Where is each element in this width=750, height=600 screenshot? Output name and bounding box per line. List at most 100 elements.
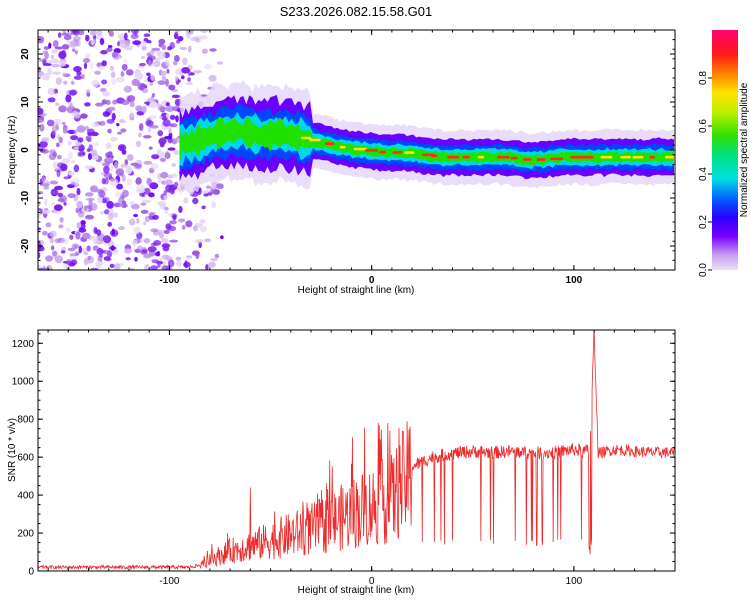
noise-blob (147, 127, 152, 133)
noise-blob (51, 125, 60, 132)
noise-blob (96, 229, 102, 236)
noise-blob (90, 267, 99, 270)
noise-blob (110, 229, 119, 237)
ridge-core-segment (522, 158, 532, 161)
noise-blob (70, 259, 78, 266)
noise-blob (167, 46, 173, 51)
noise-blob (150, 74, 155, 81)
noise-blob (210, 258, 218, 262)
noise-blob (123, 32, 128, 41)
noise-blob (149, 125, 159, 129)
noise-blob (51, 201, 56, 206)
noise-blob (159, 115, 163, 120)
noise-blob (59, 60, 67, 67)
noise-blob (110, 71, 116, 78)
noise-blob (84, 102, 91, 107)
noise-blob (157, 201, 167, 207)
noise-blob (40, 239, 44, 246)
noise-blob (108, 30, 114, 37)
noise-blob (129, 200, 135, 206)
noise-blob (138, 123, 144, 131)
noise-blob (171, 173, 178, 178)
noise-blob (129, 112, 135, 121)
noise-blob (109, 164, 114, 173)
noise-blob (75, 141, 82, 147)
noise-blob (184, 260, 188, 268)
noise-blob (124, 248, 132, 254)
noise-blob (62, 263, 70, 269)
noise-blob (159, 141, 165, 148)
noise-blob (103, 172, 113, 179)
ridge-core-segment (510, 156, 518, 160)
noise-blob (178, 205, 183, 214)
ridge-core-segment (447, 155, 460, 159)
spectrogram-ridge (179, 79, 675, 196)
noise-blob (63, 202, 67, 206)
noise-blob (194, 223, 203, 228)
noise-blob (73, 129, 78, 135)
noise-blob (174, 55, 180, 62)
noise-blob (61, 32, 68, 36)
noise-blob (137, 132, 142, 138)
noise-blob (85, 34, 90, 42)
noise-blob (63, 80, 68, 85)
ridge-core-segment (477, 155, 485, 159)
ridge-core-segment (300, 136, 312, 140)
noise-blob (145, 120, 154, 127)
noise-blob (51, 63, 60, 68)
noise-blob (109, 263, 115, 268)
noise-blob (89, 62, 94, 69)
noise-blob (173, 60, 178, 66)
noise-blob (162, 260, 167, 267)
noise-blob (100, 50, 108, 55)
noise-blob (85, 192, 94, 197)
noise-blob (49, 237, 55, 244)
noise-blob (205, 185, 212, 189)
snr-y-tick-label: 600 (17, 453, 34, 464)
noise-blob (44, 198, 48, 207)
ridge-core-segment (430, 154, 438, 158)
noise-blob (123, 85, 132, 93)
noise-blob (145, 215, 150, 223)
noise-blob (140, 250, 148, 255)
noise-blob (103, 165, 110, 174)
ridge-core-segment (649, 155, 655, 159)
noise-blob (46, 119, 55, 127)
noise-blob (161, 243, 171, 248)
noise-blob (134, 72, 144, 81)
noise-blob (38, 252, 41, 259)
spectrogram-x-axis-label: Height of straight line (km) (298, 285, 415, 296)
noise-blob (102, 249, 111, 255)
noise-blob (50, 190, 59, 195)
noise-blob (52, 40, 59, 48)
noise-blob (146, 52, 152, 57)
noise-blob (106, 47, 113, 52)
ridge-core-segment (365, 149, 378, 152)
noise-blob (187, 45, 192, 53)
noise-blob (177, 36, 184, 42)
ridge-core-segment (665, 155, 675, 159)
noise-blob (143, 187, 151, 195)
noise-blob (101, 79, 108, 85)
noise-blob (62, 121, 66, 125)
noise-blob (141, 55, 146, 59)
noise-blob (173, 150, 180, 155)
noise-blob (122, 202, 127, 209)
noise-blob (61, 44, 70, 50)
noise-blob (102, 91, 111, 97)
noise-blob (200, 30, 208, 33)
noise-blob (40, 138, 50, 142)
noise-blob (146, 72, 151, 77)
spectrogram-y-ticks: -20 -10 0 10 20 (20, 29, 675, 271)
noise-blob (94, 70, 101, 75)
noise-blob (55, 77, 63, 85)
noise-blob (73, 146, 80, 150)
noise-blob (113, 263, 121, 270)
noise-blob (150, 265, 158, 270)
noise-blob (77, 30, 85, 36)
noise-blob (190, 36, 199, 41)
noise-blob (81, 74, 85, 78)
noise-blob (168, 131, 173, 140)
noise-blob (166, 69, 170, 74)
noise-blob (122, 189, 129, 198)
